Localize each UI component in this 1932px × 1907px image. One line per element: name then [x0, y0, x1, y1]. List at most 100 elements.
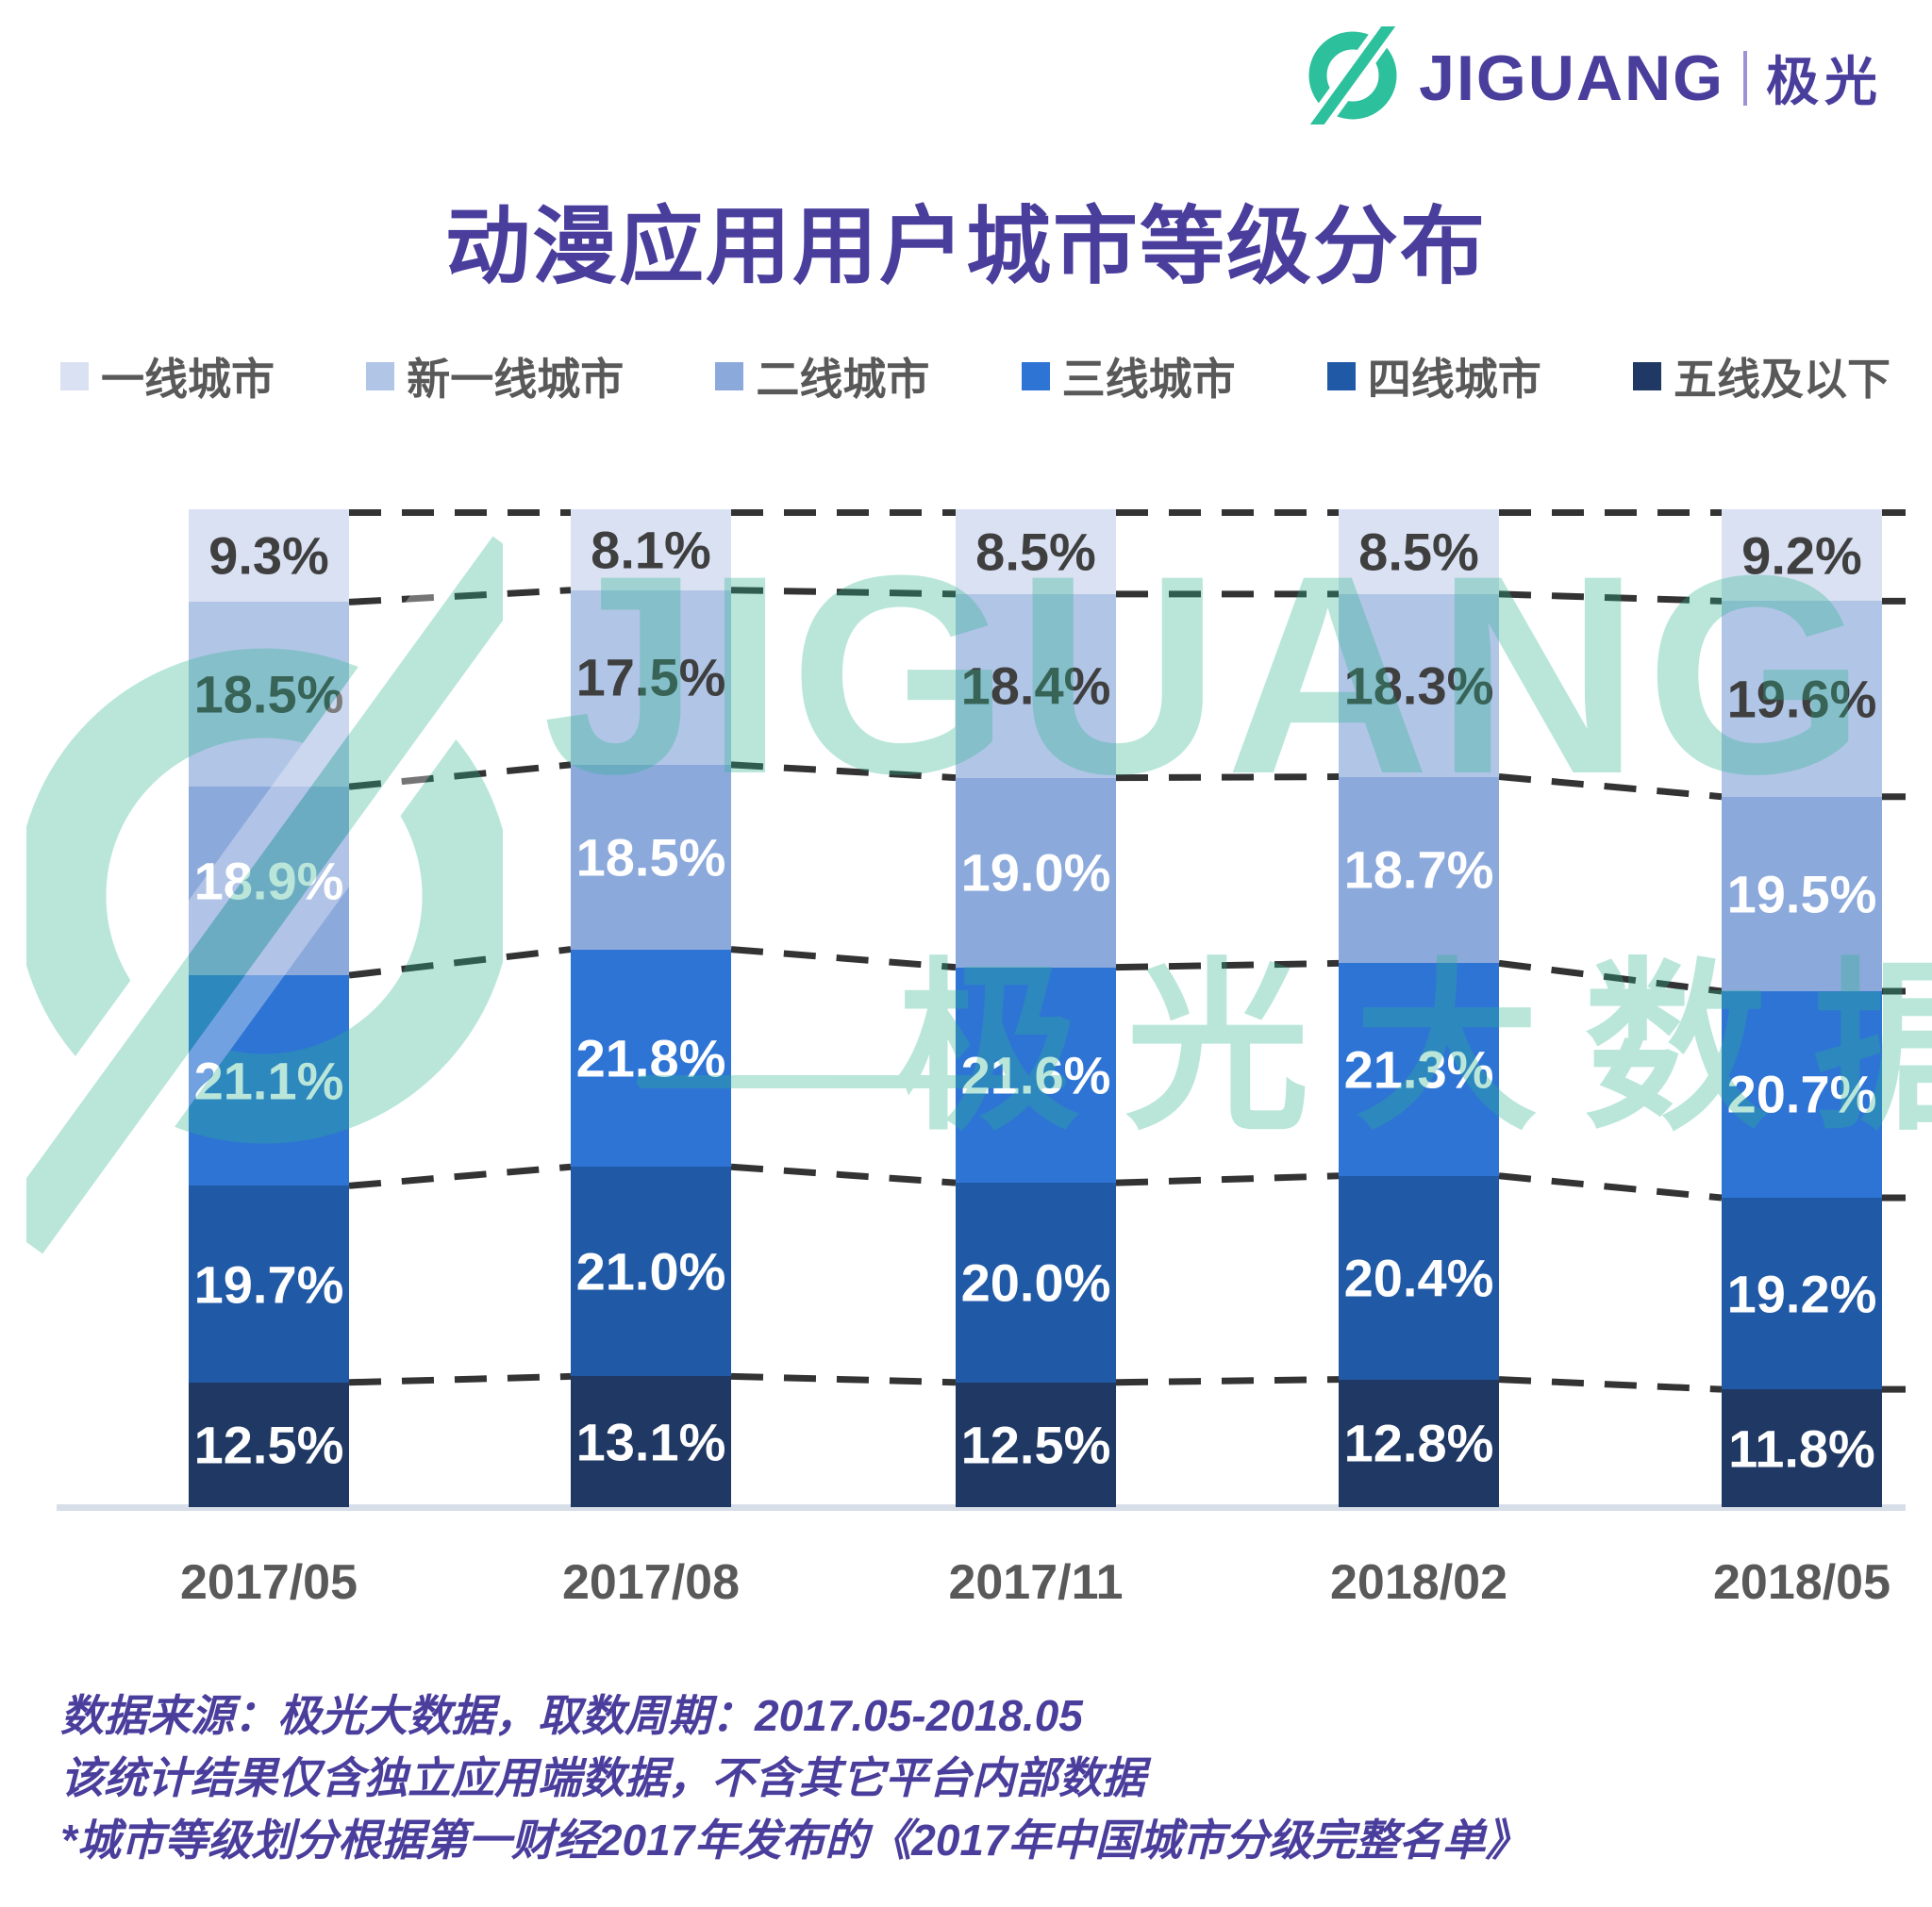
legend: 一线城市 新一线城市 二线城市 三线城市 四线城市 五线及以下 — [60, 345, 1890, 407]
x-axis-label: 2017/08 — [562, 1555, 740, 1610]
jiguang-logo-icon — [1298, 6, 1408, 145]
bar-2017/08: 8.1% 17.5% 18.5% 21.8% 21.0% 13.1% — [571, 509, 731, 1507]
dashed-connector — [1498, 959, 1723, 995]
dashed-connector — [1498, 1376, 1723, 1393]
brand-name: JIGUANG — [1419, 41, 1724, 114]
bar-segment-二线城市: 18.7% — [1339, 776, 1499, 964]
segment-value-label: 8.1% — [591, 520, 711, 580]
dashed-connector — [730, 946, 957, 971]
footer-line-3: *城市等级划分根据第一财经2017年发布的《2017年中国城市分级完整名单》 — [60, 1816, 1529, 1865]
bar-segment-四线城市: 19.7% — [189, 1186, 349, 1383]
segment-value-label: 18.5% — [193, 664, 344, 724]
dashed-connector — [348, 761, 572, 790]
segment-value-label: 21.8% — [575, 1028, 726, 1088]
bar-segment-一线城市: 8.5% — [956, 509, 1116, 594]
legend-label: 五线及以下 — [1673, 355, 1890, 404]
legend-label: 二线城市 — [756, 355, 930, 404]
bar-segment-新一线城市: 18.4% — [956, 593, 1116, 778]
x-axis-label: 2017/11 — [948, 1555, 1124, 1610]
bar-segment-二线城市: 18.9% — [189, 787, 349, 976]
segment-value-label: 19.2% — [1726, 1264, 1877, 1324]
x-axis-label: 2018/05 — [1713, 1555, 1890, 1610]
bar-segment-五线及以下: 12.5% — [189, 1382, 349, 1507]
bar-segment-二线城市: 19.5% — [1722, 796, 1882, 991]
legend-item-一线城市: 一线城市 — [60, 345, 275, 407]
legend-label: 一线城市 — [101, 355, 275, 404]
legend-item-五线及以下: 五线及以下 — [1632, 345, 1890, 407]
bar-segment-四线城市: 20.4% — [1339, 1175, 1499, 1380]
bar-2017/05: 9.3% 18.5% 18.9% 21.1% 19.7% 12.5% — [189, 509, 349, 1507]
dashed-connector — [348, 1372, 572, 1386]
bar-segment-一线城市: 8.5% — [1339, 509, 1499, 594]
bar-segment-一线城市: 9.3% — [189, 509, 349, 603]
dashed-connector — [1498, 590, 1723, 605]
bar-2018/02: 8.5% 18.3% 18.7% 21.3% 20.4% 12.8% — [1339, 509, 1499, 1507]
segment-value-label: 20.4% — [1343, 1248, 1494, 1308]
segment-value-label: 11.8% — [1728, 1418, 1875, 1479]
bar-segment-四线城市: 21.0% — [571, 1167, 731, 1377]
dashed-connector — [1498, 1172, 1723, 1202]
segment-value-label: 8.5% — [1358, 522, 1479, 582]
segment-value-label: 9.2% — [1741, 525, 1862, 586]
segment-value-label: 18.9% — [193, 851, 344, 911]
chart: 9.3% 18.5% 18.9% 21.1% 19.7% 12.5% 2017/05 8.1%… — [57, 509, 1906, 1610]
dashed-connector — [730, 1372, 957, 1386]
segment-value-label: 12.5% — [960, 1415, 1111, 1475]
legend-swatch — [366, 362, 395, 390]
legend-item-二线城市: 二线城市 — [715, 345, 929, 407]
legend-label: 四线城市 — [1367, 355, 1541, 404]
bar-segment-三线城市: 21.3% — [1339, 963, 1499, 1176]
brand-name-cn: 极光 — [1766, 52, 1883, 111]
bar-segment-一线城市: 8.1% — [571, 509, 731, 590]
segment-value-label: 21.6% — [960, 1045, 1111, 1105]
bar-segment-五线及以下: 13.1% — [571, 1376, 731, 1507]
dashed-connector — [1115, 1376, 1340, 1386]
bar-segment-三线城市: 21.8% — [571, 949, 731, 1168]
legend-label: 三线城市 — [1061, 355, 1236, 404]
connector-lines — [348, 509, 1906, 1393]
bar-segment-新一线城市: 18.5% — [189, 602, 349, 788]
segment-value-label: 9.3% — [208, 525, 329, 586]
brand-divider — [1743, 50, 1747, 106]
segment-value-label: 19.7% — [193, 1254, 344, 1314]
dashed-connector — [348, 946, 572, 979]
chart-title: 动漫应用用户城市等级分布 — [445, 200, 1487, 294]
jiguang-logo: JIGUANG 极光 — [1298, 6, 1883, 145]
legend-swatch — [715, 362, 744, 390]
bar-segment-三线城市: 21.1% — [189, 975, 349, 1186]
axis-baseline — [57, 1504, 1906, 1511]
legend-item-新一线城市: 新一线城市 — [366, 345, 624, 407]
segment-value-label: 20.0% — [960, 1252, 1111, 1313]
bar-segment-二线城市: 19.0% — [956, 777, 1116, 968]
segment-value-label: 18.5% — [575, 827, 726, 887]
legend-swatch — [1326, 362, 1356, 390]
segment-value-label: 18.3% — [1343, 655, 1494, 716]
dashed-connector — [1115, 773, 1340, 782]
segment-value-label: 18.7% — [1343, 839, 1494, 900]
bar-segment-新一线城市: 19.6% — [1722, 601, 1882, 797]
segment-value-label: 21.0% — [575, 1241, 726, 1302]
dashed-connector — [348, 1163, 572, 1189]
segment-value-label: 17.5% — [575, 647, 726, 707]
bar-segment-四线城市: 19.2% — [1722, 1197, 1882, 1390]
bar-segment-三线城市: 20.7% — [1722, 990, 1882, 1198]
dashed-connector — [1498, 773, 1723, 801]
dashed-connector — [730, 761, 957, 782]
segment-value-label: 12.8% — [1343, 1413, 1494, 1473]
legend-label: 新一线城市 — [407, 355, 625, 404]
segment-value-label: 19.0% — [960, 842, 1111, 903]
bar-segment-五线及以下: 12.8% — [1339, 1379, 1499, 1507]
dashed-connector — [1115, 959, 1340, 971]
dashed-connector — [1115, 1172, 1340, 1186]
bar-segment-新一线城市: 18.3% — [1339, 593, 1499, 777]
segment-value-label: 19.6% — [1726, 669, 1877, 729]
legend-swatch — [1632, 362, 1661, 390]
dashed-connector — [730, 587, 957, 598]
legend-item-三线城市: 三线城市 — [1021, 345, 1236, 407]
segment-value-label: 12.5% — [193, 1415, 344, 1475]
x-axis-label: 2018/02 — [1330, 1555, 1507, 1610]
segment-value-label: 18.4% — [960, 655, 1111, 716]
segment-value-label: 19.5% — [1726, 864, 1877, 924]
footer-line-1: 数据来源：极光大数据，取数周期：2017.05-2018.05 — [60, 1691, 1083, 1740]
footer-line-2: 该统计结果仅含独立应用端数据，不含其它平台内部数据 — [60, 1753, 1145, 1802]
